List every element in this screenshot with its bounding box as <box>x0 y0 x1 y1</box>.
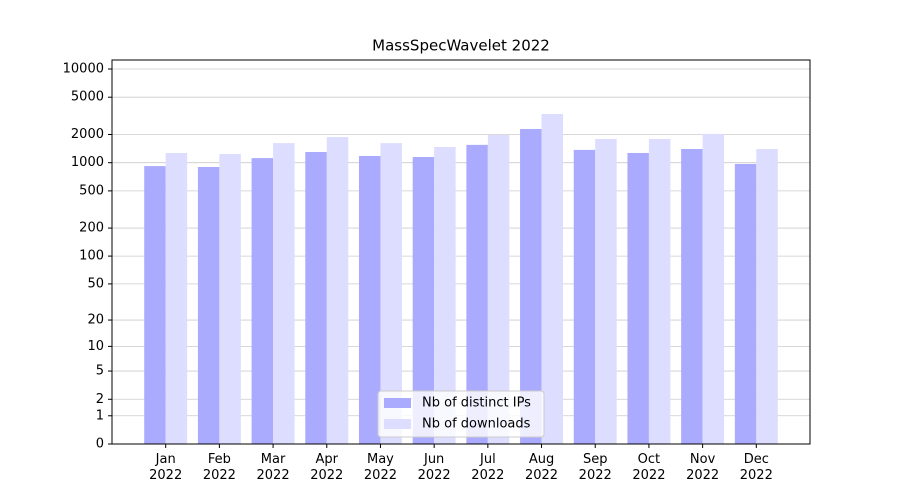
x-tick-label: Dec 2022 <box>739 452 773 483</box>
x-tick-label: Feb 2022 <box>202 452 236 483</box>
x-tick-label: Oct 2022 <box>632 452 666 483</box>
bar <box>412 157 435 444</box>
x-tick-label: Jan 2022 <box>149 452 183 483</box>
bar <box>487 134 510 444</box>
bar <box>197 166 220 445</box>
x-tick-label: Mar 2022 <box>256 452 290 483</box>
x-tick-label: Nov 2022 <box>686 452 720 483</box>
bar <box>326 137 349 444</box>
y-tick-label: 1000 <box>71 155 104 170</box>
bar <box>219 153 241 444</box>
bar <box>595 139 617 444</box>
y-tick-label: 2 <box>96 392 104 407</box>
y-tick-label: 500 <box>79 183 104 198</box>
plot-frame <box>111 59 811 445</box>
legend-swatch <box>384 398 411 408</box>
y-tick-label: 20 <box>87 313 104 328</box>
legend-label: Nb of distinct IPs <box>422 396 531 411</box>
y-tick-label: 5 <box>96 364 104 379</box>
x-tick-label: Jul 2022 <box>471 452 505 483</box>
bar <box>358 155 381 444</box>
y-tick-label: 10 <box>87 339 104 354</box>
bar <box>756 149 778 444</box>
chart-title: MassSpecWavelet 2022 <box>372 37 550 55</box>
bar <box>466 144 488 445</box>
y-tick-label: 1 <box>96 408 104 423</box>
bar <box>648 139 671 444</box>
bar <box>251 158 274 444</box>
x-tick-label: Sep 2022 <box>578 452 612 483</box>
y-tick-label: 10000 <box>63 61 104 76</box>
legend-swatch <box>384 419 411 429</box>
legend-frame <box>377 390 545 438</box>
legend-label: Nb of downloads <box>422 417 531 432</box>
x-tick-label: May 2022 <box>363 452 397 483</box>
x-tick-label: Jun 2022 <box>417 452 451 483</box>
bar <box>305 152 327 444</box>
bar <box>144 166 166 444</box>
x-tick-label: Aug 2022 <box>524 452 559 483</box>
y-tick-label: 5000 <box>71 90 104 105</box>
bar <box>734 163 757 444</box>
y-tick-label: 50 <box>87 276 104 291</box>
bar <box>681 149 703 444</box>
y-tick-label: 100 <box>79 249 104 264</box>
legend: Nb of distinct IPs Nb of downloads <box>377 390 545 438</box>
bar <box>434 147 456 444</box>
bar <box>380 143 402 444</box>
bar <box>627 152 649 444</box>
bar <box>165 152 188 444</box>
bar <box>573 149 596 445</box>
bar <box>273 143 295 444</box>
x-tick-label: Apr 2022 <box>310 452 344 483</box>
bar <box>541 113 564 444</box>
bar <box>702 133 725 444</box>
y-tick-label: 200 <box>79 221 104 236</box>
bar <box>520 128 542 444</box>
y-tick-label: 0 <box>96 437 104 452</box>
y-tick-label: 2000 <box>71 127 104 142</box>
